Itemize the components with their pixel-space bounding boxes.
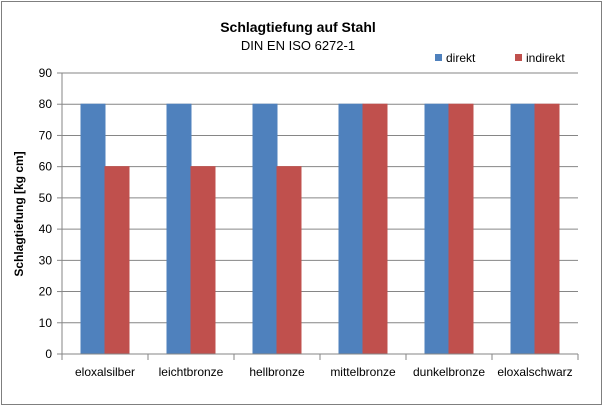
bar-indirekt-eloxalschwarz [534, 103, 560, 355]
bar-direkt-eloxalsilber [80, 103, 106, 355]
y-tick-label: 40 [39, 222, 53, 236]
bar-indirekt-hellbronze [276, 166, 302, 355]
y-tick-label: 60 [39, 160, 53, 174]
bar-indirekt-eloxalsilber [104, 166, 130, 355]
bar-indirekt-leichtbronze [190, 166, 216, 355]
gridlines [62, 72, 578, 324]
y-tick-label: 10 [39, 316, 53, 330]
chart-title: Schlagtiefung auf Stahl [220, 19, 376, 35]
bar-direkt-hellbronze [252, 103, 278, 355]
y-axis-label: Schlagtiefung [kg cm] [12, 151, 26, 276]
y-tick-label: 90 [39, 66, 53, 80]
legend: direkt indirekt [435, 51, 565, 65]
y-tick-label: 30 [39, 253, 53, 267]
axes: 0 10 20 30 40 50 60 70 80 90 eloxalsilber leichtbro… [39, 66, 579, 379]
y-tick-label: 0 [45, 347, 52, 361]
chart-svg: Schlagtiefung auf Stahl DIN EN ISO 6272-… [12, 19, 579, 379]
legend-label-direkt: direkt [446, 51, 476, 65]
chart-subtitle: DIN EN ISO 6272-1 [241, 38, 355, 53]
x-tick-label: dunkelbronze [413, 365, 485, 379]
x-tick-label: hellbronze [249, 365, 305, 379]
bar-indirekt-dunkelbronze [448, 103, 474, 355]
y-tick-label: 20 [39, 285, 53, 299]
bar-direkt-leichtbronze [166, 103, 192, 355]
bar-indirekt-mittelbronze [362, 103, 388, 355]
y-tick-label: 50 [39, 191, 53, 205]
legend-label-indirekt: indirekt [526, 51, 565, 65]
y-tick-label: 70 [39, 128, 53, 142]
bar-direkt-eloxalschwarz [510, 103, 536, 355]
legend-swatch-indirekt [515, 54, 522, 61]
bars [80, 103, 560, 355]
legend-swatch-direkt [435, 54, 442, 61]
bar-direkt-mittelbronze [338, 103, 364, 355]
y-tick-label: 80 [39, 97, 53, 111]
x-tick-label: leichtbronze [159, 365, 224, 379]
x-tick-label: eloxalschwarz [497, 365, 572, 379]
x-tick-label: eloxalsilber [75, 365, 135, 379]
x-tick-label: mittelbronze [330, 365, 396, 379]
bar-direkt-dunkelbronze [424, 103, 450, 355]
